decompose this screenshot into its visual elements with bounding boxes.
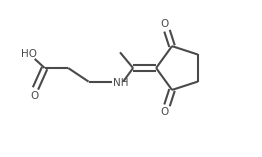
Text: O: O: [161, 19, 169, 29]
Text: HO: HO: [21, 49, 37, 59]
Text: O: O: [30, 91, 38, 101]
Text: NH: NH: [113, 78, 128, 88]
Text: O: O: [161, 107, 169, 117]
